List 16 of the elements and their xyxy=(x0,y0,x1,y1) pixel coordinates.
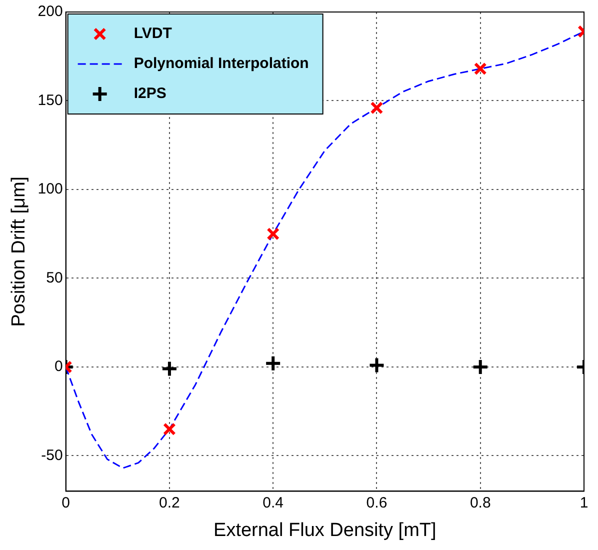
y-axis-title: Position Drift [μm] xyxy=(8,176,30,327)
legend-label: Polynomial Interpolation xyxy=(134,55,309,72)
x-axis-title: External Flux Density [mT] xyxy=(214,520,436,541)
x-tick-label: 0.2 xyxy=(159,494,180,512)
y-tick-label: 150 xyxy=(38,92,63,109)
x-tick-label: 0.4 xyxy=(262,494,284,512)
y-tick-label: -50 xyxy=(41,446,63,464)
y-tick-label: 50 xyxy=(46,269,63,286)
x-tick-label: 1 xyxy=(580,494,588,512)
x-tick-label: 0.6 xyxy=(366,494,388,512)
x-tick-label: 0.8 xyxy=(470,494,491,512)
y-tick-label: 0 xyxy=(54,358,63,376)
legend-label: LVDT xyxy=(134,25,172,42)
y-tick-label: 100 xyxy=(38,180,63,198)
y-tick-label: 200 xyxy=(38,3,63,20)
legend-label: I2PS xyxy=(134,85,166,102)
